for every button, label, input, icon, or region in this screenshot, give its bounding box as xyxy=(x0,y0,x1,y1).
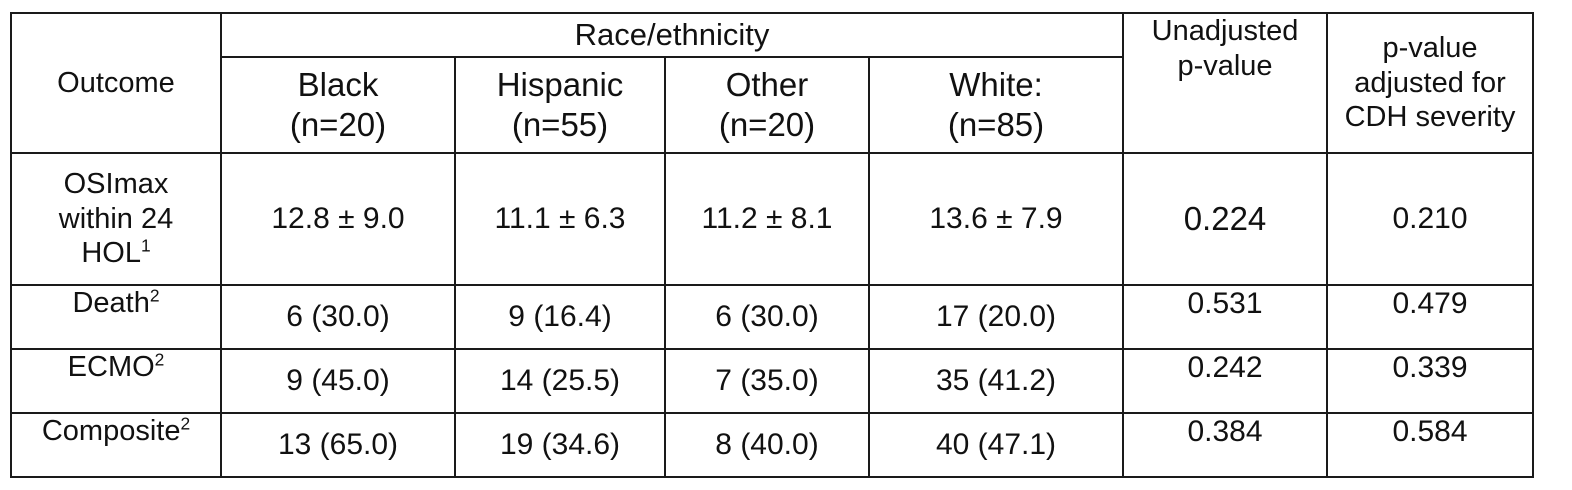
outcome-line-2: within 24 xyxy=(58,202,174,235)
cell-other: 6 (30.0) xyxy=(664,284,870,350)
cell-black: 12.8 ± 9.0 xyxy=(220,152,456,286)
cell-white: 40 (47.1) xyxy=(868,412,1124,478)
table-row-death: Death2 6 (30.0) 9 (16.4) 6 (30.0) 17 (20… xyxy=(10,284,1534,350)
adjusted-p-value-header: p-value adjusted for CDH severity xyxy=(1326,12,1534,154)
column-name: Black xyxy=(297,66,379,104)
race-ethnicity-header: Race/ethnicity xyxy=(220,12,1124,58)
unadjusted-header-line-1: Unadjusted xyxy=(1151,15,1299,47)
header-row-columns: Black (n=20) Hispanic (n=55) Other (n=20… xyxy=(11,56,1533,154)
outcome-header: Outcome xyxy=(10,12,222,154)
column-n: (n=85) xyxy=(947,106,1045,143)
adjusted-header-line-2: adjusted for xyxy=(1354,66,1506,99)
cell-other: 11.2 ± 8.1 xyxy=(664,152,870,286)
cell-white: 13.6 ± 7.9 xyxy=(868,152,1124,286)
footnote-marker: 1 xyxy=(140,235,151,256)
column-name: Hispanic xyxy=(496,66,624,104)
column-n: (n=20) xyxy=(718,106,816,143)
outcome-line-1: OSImax xyxy=(63,167,169,200)
row-outcome-composite: Composite2 xyxy=(10,412,222,478)
column-n: (n=20) xyxy=(289,106,387,143)
table-row-osimax: OSImax within 24 HOL1 12.8 ± 9.0 11.1 ± … xyxy=(10,152,1534,286)
race-ethnicity-label: Race/ethnicity xyxy=(574,17,770,53)
cell-p-adjusted: 0.584 xyxy=(1326,412,1534,478)
footnote-marker: 2 xyxy=(149,285,160,306)
cell-p-adjusted: 0.479 xyxy=(1326,284,1534,350)
cell-white: 17 (20.0) xyxy=(868,284,1124,350)
unadjusted-p-value-header: Unadjusted p-value xyxy=(1122,12,1328,154)
cell-white: 35 (41.2) xyxy=(868,348,1124,414)
column-header-black: Black (n=20) xyxy=(220,56,456,154)
cell-other: 7 (35.0) xyxy=(664,348,870,414)
cell-p-unadjusted: 0.242 xyxy=(1122,348,1328,414)
column-header-white: White: (n=85) xyxy=(868,56,1124,154)
cell-p-adjusted: 0.210 xyxy=(1326,152,1534,286)
header-row-group: Outcome Race/ethnicity Unadjusted p-valu… xyxy=(10,12,1534,154)
cell-black: 6 (30.0) xyxy=(220,284,456,350)
outcome-header-label: Outcome xyxy=(57,66,175,99)
cell-p-unadjusted: 0.384 xyxy=(1122,412,1328,478)
column-name: White: xyxy=(949,66,1043,104)
outcome-text: Death xyxy=(72,287,150,319)
row-outcome-death: Death2 xyxy=(10,284,222,350)
cell-hispanic: 19 (34.6) xyxy=(454,412,666,478)
cell-black: 13 (65.0) xyxy=(220,412,456,478)
cell-black: 9 (45.0) xyxy=(220,348,456,414)
footnote-marker: 2 xyxy=(154,349,165,370)
column-header-hispanic: Hispanic (n=55) xyxy=(454,56,666,154)
row-outcome-ecmo: ECMO2 xyxy=(10,348,222,414)
adjusted-header-line-3: CDH severity xyxy=(1344,101,1516,134)
cell-other: 8 (40.0) xyxy=(664,412,870,478)
row-outcome-osimax: OSImax within 24 HOL1 xyxy=(10,152,222,286)
table-row-ecmo: ECMO2 9 (45.0) 14 (25.5) 7 (35.0) 35 (41… xyxy=(10,348,1534,414)
unadjusted-header-line-2: p-value xyxy=(1177,49,1273,82)
adjusted-header-line-1: p-value xyxy=(1382,31,1478,64)
outcome-text: HOL xyxy=(81,237,141,270)
footnote-marker: 2 xyxy=(180,413,191,434)
column-n: (n=55) xyxy=(511,106,609,143)
cell-p-unadjusted: 0.531 xyxy=(1122,284,1328,350)
outcome-line-3: HOL1 xyxy=(18,236,214,271)
cell-p-unadjusted: 0.224 xyxy=(1122,152,1328,286)
outcomes-table: Outcome Race/ethnicity Unadjusted p-valu… xyxy=(10,12,1534,478)
cell-p-adjusted: 0.339 xyxy=(1326,348,1534,414)
cell-hispanic: 14 (25.5) xyxy=(454,348,666,414)
cell-hispanic: 11.1 ± 6.3 xyxy=(454,152,666,286)
table-row-composite: Composite2 13 (65.0) 19 (34.6) 8 (40.0) … xyxy=(10,412,1534,478)
column-name: Other xyxy=(725,66,809,104)
cell-hispanic: 9 (16.4) xyxy=(454,284,666,350)
outcome-text: Composite xyxy=(41,415,181,447)
column-header-other: Other (n=20) xyxy=(664,56,870,154)
outcome-text: ECMO xyxy=(67,351,155,383)
